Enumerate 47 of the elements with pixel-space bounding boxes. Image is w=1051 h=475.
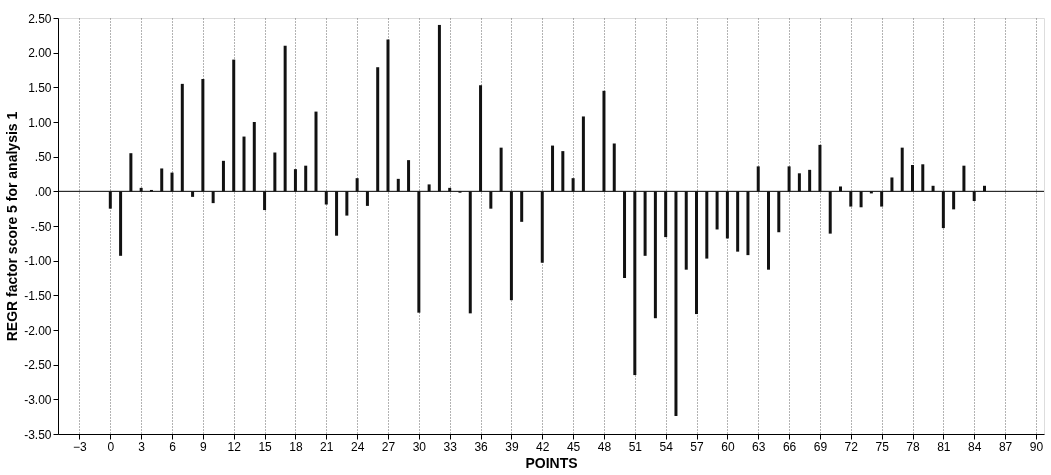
x-tick-label: 63 bbox=[752, 439, 766, 454]
x-tick-label: 69 bbox=[813, 439, 828, 454]
x-tick-label: 21 bbox=[320, 439, 334, 454]
x-axis-title: POINTS bbox=[525, 454, 578, 471]
x-tick-label: −3 bbox=[73, 439, 88, 454]
x-tick-label: 72 bbox=[844, 439, 859, 454]
x-tick-label: 0 bbox=[107, 439, 115, 454]
x-tick-label: 30 bbox=[412, 439, 427, 454]
y-tick-label: 2.50 bbox=[28, 11, 52, 26]
x-tick-label: 78 bbox=[906, 439, 920, 454]
x-tick-label: 87 bbox=[998, 439, 1013, 454]
x-tick-label: 6 bbox=[169, 439, 177, 454]
x-tick-label: 75 bbox=[875, 439, 890, 454]
x-tick-label: 60 bbox=[721, 439, 735, 454]
x-tick-label: 39 bbox=[505, 439, 519, 454]
x-tick-label: 9 bbox=[200, 439, 208, 454]
y-tick-label: 1.50 bbox=[28, 80, 52, 95]
x-tick-label: 3 bbox=[138, 439, 146, 454]
x-tick-label: 84 bbox=[968, 439, 982, 454]
x-tick-label: 36 bbox=[474, 439, 489, 454]
x-tick-label: 54 bbox=[659, 439, 674, 454]
x-tick-label: 15 bbox=[258, 439, 273, 454]
y-axis-title: REGR factor score 5 for analysis 1 bbox=[4, 111, 21, 342]
x-tick-label: 27 bbox=[381, 439, 396, 454]
y-tick-label: .50 bbox=[34, 150, 52, 165]
y-tick-label: .00 bbox=[34, 184, 52, 199]
x-tick-label: 42 bbox=[536, 439, 550, 454]
y-tick-label: -3.50 bbox=[24, 427, 52, 442]
x-tick-label: 66 bbox=[782, 439, 797, 454]
x-tick-label: 33 bbox=[443, 439, 458, 454]
y-tick-label: -2.00 bbox=[24, 323, 52, 338]
x-tick-label: 57 bbox=[690, 439, 705, 454]
x-tick-label: 45 bbox=[566, 439, 581, 454]
y-tick-label: 1.00 bbox=[28, 115, 52, 130]
y-tick-label: -1.00 bbox=[24, 254, 52, 269]
y-tick-label: -1.50 bbox=[24, 288, 52, 303]
x-tick-label: 24 bbox=[350, 439, 365, 454]
y-tick-label: -2.50 bbox=[24, 358, 52, 373]
x-tick-label: 90 bbox=[1029, 439, 1044, 454]
y-tick-label: -.50 bbox=[30, 219, 52, 234]
x-tick-label: 51 bbox=[628, 439, 643, 454]
x-tick-label: 12 bbox=[227, 439, 242, 454]
y-tick-label: -3.00 bbox=[24, 392, 52, 407]
x-tick-label: 48 bbox=[597, 439, 612, 454]
y-tick-label: 2.00 bbox=[28, 46, 52, 61]
x-tick-label: 18 bbox=[289, 439, 303, 454]
x-tick-label: 81 bbox=[937, 439, 951, 454]
